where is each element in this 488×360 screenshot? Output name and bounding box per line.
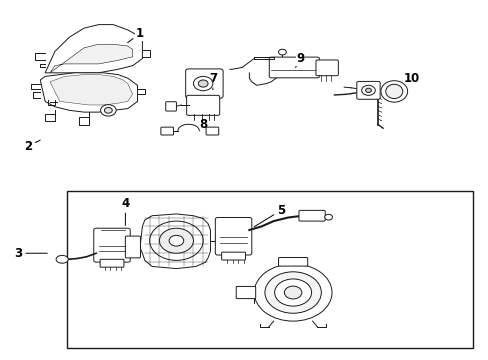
Polygon shape [45, 24, 142, 73]
FancyBboxPatch shape [161, 127, 173, 135]
FancyBboxPatch shape [315, 60, 338, 76]
Circle shape [274, 279, 311, 306]
Ellipse shape [385, 84, 402, 99]
Circle shape [104, 108, 112, 113]
Circle shape [324, 214, 332, 220]
Text: 2: 2 [24, 140, 40, 153]
FancyBboxPatch shape [356, 81, 379, 99]
Circle shape [278, 49, 286, 55]
Text: 5: 5 [254, 204, 285, 227]
Circle shape [149, 221, 203, 260]
Text: 1: 1 [127, 27, 144, 42]
FancyBboxPatch shape [125, 236, 140, 258]
FancyBboxPatch shape [186, 95, 219, 115]
Circle shape [361, 85, 374, 95]
FancyBboxPatch shape [298, 210, 325, 221]
Circle shape [264, 272, 321, 313]
Text: 9: 9 [295, 52, 304, 67]
FancyBboxPatch shape [269, 57, 319, 78]
FancyBboxPatch shape [236, 287, 255, 298]
FancyBboxPatch shape [221, 252, 245, 260]
FancyBboxPatch shape [278, 257, 307, 266]
Text: 7: 7 [208, 72, 217, 90]
Text: 6: 6 [286, 293, 294, 310]
FancyBboxPatch shape [165, 102, 176, 111]
Polygon shape [50, 44, 132, 73]
Polygon shape [50, 75, 132, 105]
FancyBboxPatch shape [215, 237, 226, 245]
FancyBboxPatch shape [215, 217, 251, 255]
FancyBboxPatch shape [205, 127, 218, 135]
Circle shape [169, 235, 183, 246]
Circle shape [193, 76, 212, 91]
Circle shape [101, 105, 116, 116]
Text: 3: 3 [14, 247, 47, 260]
Circle shape [159, 228, 193, 253]
Ellipse shape [380, 81, 407, 102]
Polygon shape [40, 73, 137, 112]
FancyBboxPatch shape [94, 228, 130, 262]
Circle shape [198, 80, 207, 87]
Polygon shape [140, 214, 210, 269]
Text: 4: 4 [121, 197, 129, 225]
Text: 8: 8 [199, 118, 207, 132]
FancyBboxPatch shape [100, 259, 123, 267]
Text: 10: 10 [399, 72, 420, 87]
Circle shape [254, 264, 331, 321]
Ellipse shape [56, 255, 68, 263]
Circle shape [365, 88, 371, 93]
Bar [67, 191, 472, 348]
Circle shape [284, 286, 301, 299]
FancyBboxPatch shape [185, 69, 223, 98]
